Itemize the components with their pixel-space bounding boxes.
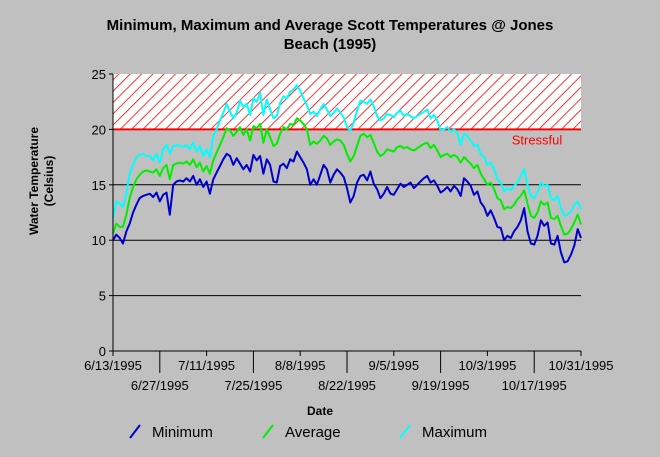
legend-item-maximum: Maximum: [399, 424, 487, 441]
chart-title-line-1: Minimum, Maximum and Average Scott Tempe…: [107, 17, 554, 34]
y-axis-title-line-2: (Celsius): [42, 156, 56, 207]
y-axis-ticks: 0 5 10 15 20 25: [92, 67, 113, 359]
legend-label: Minimum: [152, 424, 213, 441]
y-axis-title-line-1: Water Temperature: [27, 127, 41, 235]
legend: Minimum Average Maximum: [129, 424, 487, 441]
stressful-zone: [113, 74, 581, 130]
legend-swatch: [399, 424, 411, 439]
x-tick-label: 10/31/1995: [548, 358, 613, 373]
legend-item-minimum: Minimum: [129, 424, 213, 441]
series-line-maximum: [112, 84, 582, 219]
legend-swatch: [129, 424, 141, 439]
x-tick-label: 7/25/1995: [224, 378, 282, 393]
series-line-average: [112, 117, 582, 236]
legend-item-average: Average: [262, 424, 341, 441]
y-tick-label: 5: [99, 289, 106, 304]
y-tick-label: 15: [92, 178, 106, 193]
stressful-label: Stressful: [512, 132, 563, 147]
legend-swatch: [262, 424, 274, 439]
x-tick-label: 9/19/1995: [412, 378, 470, 393]
y-tick-label: 20: [92, 122, 106, 137]
chart-title-line-2: Beach (1995): [284, 36, 377, 53]
legend-label: Maximum: [422, 424, 487, 441]
series-line-minimum: [112, 150, 582, 264]
x-tick-label: 10/17/1995: [502, 378, 567, 393]
y-tick-label: 25: [92, 67, 106, 82]
x-tick-label: 8/8/1995: [275, 358, 326, 373]
x-tick-label: 7/11/1995: [178, 358, 235, 373]
x-tick-label: 10/3/1995: [458, 358, 516, 373]
x-tick-label: 8/22/1995: [318, 378, 376, 393]
y-tick-label: 10: [92, 233, 106, 248]
legend-label: Average: [285, 424, 341, 441]
x-tick-label: 6/27/1995: [131, 378, 189, 393]
x-axis-title: Date: [307, 404, 333, 418]
x-axis-ticks: 6/13/1995 7/11/1995 8/8/1995 9/5/1995 10/3/1…: [84, 351, 614, 393]
x-tick-label: 6/13/1995: [84, 358, 142, 373]
y-tick-label: 0: [99, 344, 106, 359]
x-tick-label: 9/5/1995: [368, 358, 419, 373]
series-lines: [112, 84, 582, 264]
